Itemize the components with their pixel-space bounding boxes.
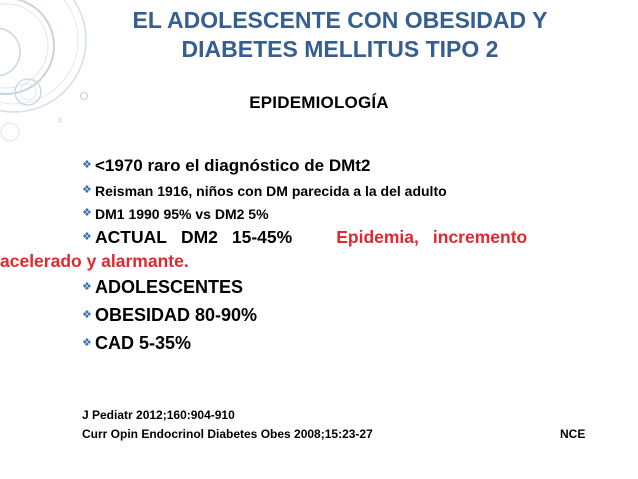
diamond-bullet-icon: ❖ [82, 206, 92, 219]
slide-title: EL ADOLESCENTE CON OBESIDAD Y DIABETES M… [70, 6, 610, 64]
bullet-item: ❖ Reisman 1916, niños con DM parecida a l… [82, 179, 614, 202]
bullet-list: ❖ <1970 raro el diagnóstico de DMt2 ❖ Reis… [0, 152, 614, 357]
bullet-percentage: 15-45% [231, 227, 293, 247]
bullet-text: <1970 raro el diagnóstico de DMt2 [95, 156, 371, 175]
diamond-bullet-icon: ❖ [82, 308, 92, 321]
reference-item: J Pediatr 2012;160:904-910 [82, 408, 235, 422]
slide-title-line-2: DIABETES MELLITUS TIPO 2 [181, 36, 499, 62]
decorative-circles-graphic [0, 0, 88, 142]
diamond-bullet-icon: ❖ [82, 336, 92, 349]
bullet-epidemia: Epidemia, [336, 227, 419, 247]
diamond-bullet-icon: ❖ [82, 230, 92, 243]
bullet-incremento: incremento [432, 227, 528, 247]
bullet-item: ❖ DM1 1990 95% vs DM2 5% [82, 202, 614, 225]
references: J Pediatr 2012;160:904-910 Curr Opin End… [82, 406, 602, 444]
bullet-text: ADOLESCENTES [95, 277, 244, 297]
diamond-bullet-icon: ❖ [82, 158, 92, 171]
author-initials: NCE [560, 427, 586, 441]
bullet-text: OBESIDAD 80-90% [95, 305, 258, 325]
bullet-text: DM1 1990 95% vs DM2 5% [95, 206, 269, 222]
bullet-item: ❖ ADOLESCENTES [82, 273, 614, 301]
section-subtitle: EPIDEMIOLOGÍA [249, 93, 389, 112]
bullet-text: CAD 5-35% [95, 333, 192, 353]
bullet-text: Reisman 1916, niños con DM parecida a la… [95, 183, 447, 199]
diamond-bullet-icon: ❖ [82, 280, 92, 293]
slide-title-line-1: EL ADOLESCENTE CON OBESIDAD Y [132, 7, 548, 33]
diamond-bullet-icon: ❖ [82, 183, 92, 196]
bullet-item: ❖ OBESIDAD 80-90% [82, 301, 614, 329]
reference-item: Curr Opin Endocrinol Diabetes Obes 2008;… [82, 427, 373, 441]
bullet-item-actual: ❖ ACTUAL DM2 15-45% Epidemia, incremento acel… [0, 225, 614, 273]
bullet-item: ❖ CAD 5-35% [82, 329, 614, 357]
bullet-dm2: DM2 [180, 227, 218, 247]
bullet-continuation: acelerado y alarmante. [0, 251, 189, 271]
bullet-item: ❖ <1970 raro el diagnóstico de DMt2 [82, 152, 614, 179]
bullet-actual: ACTUAL [95, 227, 167, 247]
